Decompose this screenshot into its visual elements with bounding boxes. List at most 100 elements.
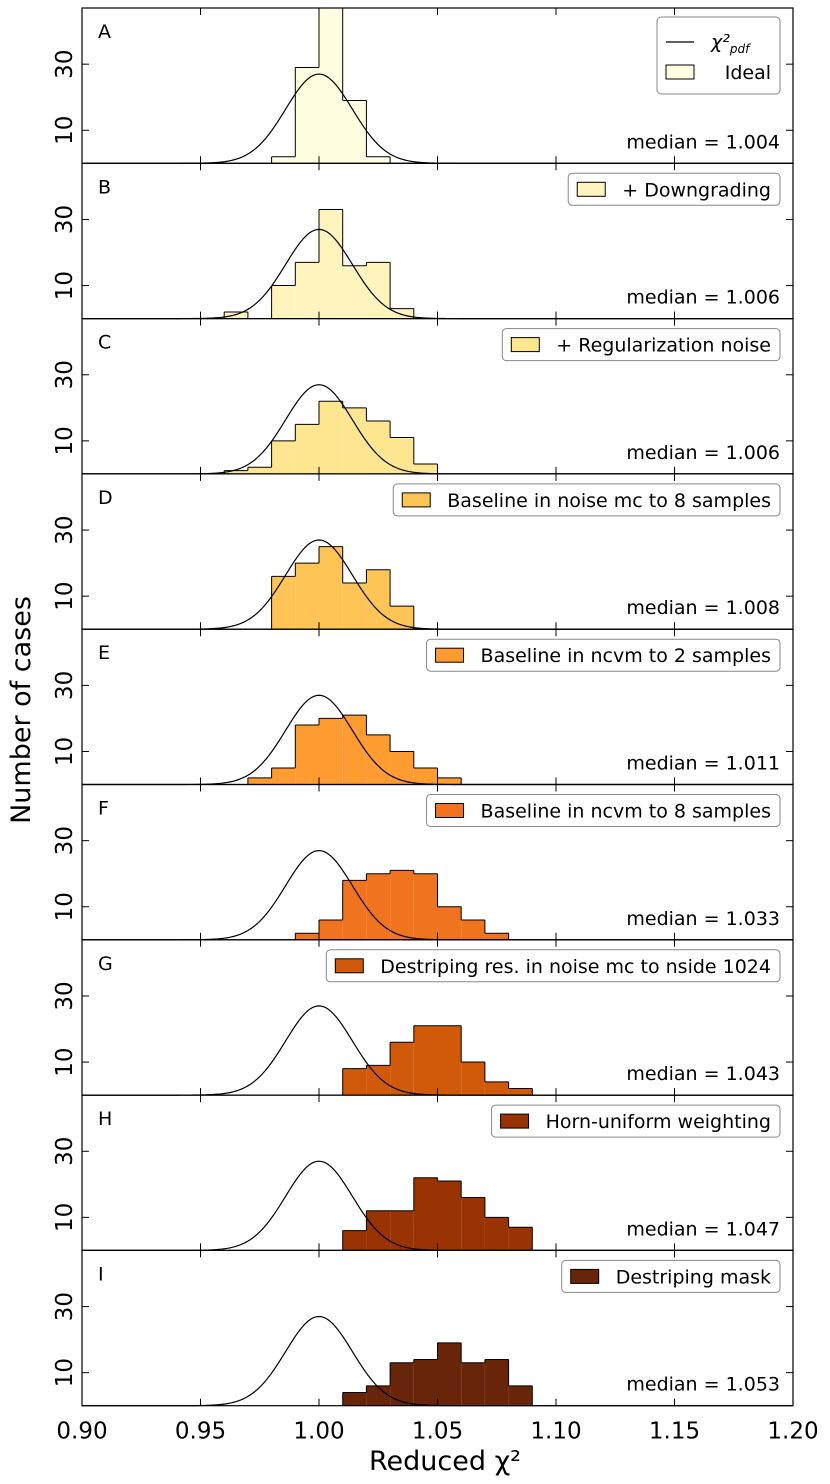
legend-box — [561, 1259, 781, 1293]
y-tick-label: 30 — [52, 1137, 78, 1166]
x-axis-label: Reduced χ² — [369, 1446, 521, 1477]
legend: Destriping res. in noise mc to nside 102… — [325, 949, 781, 983]
legend-curve-subscript: pdf — [729, 42, 751, 56]
hist-bar — [342, 1068, 367, 1096]
hist-bar — [319, 546, 343, 630]
legend-swatch — [665, 64, 695, 80]
hist-bar — [390, 308, 414, 319]
hist-bar — [295, 725, 319, 785]
median-label: median = 1.006 — [626, 442, 780, 464]
hist-bar — [390, 1362, 414, 1406]
y-tick-label: 30 — [52, 205, 78, 234]
legend-swatch — [435, 647, 465, 663]
legend-box — [567, 172, 781, 206]
median-label: median = 1.004 — [626, 131, 780, 153]
hist-bar — [390, 751, 414, 785]
x-tick-label: 1.10 — [530, 1419, 581, 1445]
legend: Destriping mask — [561, 1259, 781, 1293]
y-tick-label: 10 — [52, 426, 78, 455]
hist-bar — [484, 933, 509, 940]
hist-bar — [366, 421, 391, 474]
hist-bar — [319, 919, 343, 940]
hist-bar — [413, 1359, 438, 1406]
legend-box — [501, 328, 781, 362]
hist-bar — [413, 1177, 438, 1251]
y-tick-label: 10 — [52, 1358, 78, 1387]
legend-label: + Downgrading — [622, 179, 771, 201]
hist-outline — [271, 546, 415, 630]
hist-bar — [295, 933, 319, 940]
legend-label: Ideal — [725, 62, 771, 84]
panel-letter: I — [98, 1263, 104, 1285]
hist-bar — [342, 1230, 367, 1251]
y-tick-label: 30 — [52, 671, 78, 700]
legend-swatch — [576, 181, 606, 197]
legend-label: + Regularization noise — [556, 335, 771, 357]
hist-bar — [484, 1217, 509, 1251]
y-tick-label: 10 — [52, 116, 78, 145]
legend-swatch — [435, 803, 465, 818]
hist-outline — [342, 1025, 533, 1096]
hist-bar — [461, 1197, 485, 1251]
legend-label: Destriping res. in noise mc to nside 102… — [380, 956, 771, 978]
legend: + Regularization noise — [501, 328, 781, 362]
hist-bar — [271, 285, 296, 319]
hist-bar — [342, 582, 367, 630]
hist-bar — [413, 463, 438, 474]
legend: Baseline in ncvm to 2 samples — [426, 638, 781, 672]
hist-bar — [437, 777, 462, 785]
hist-bar — [319, 209, 343, 319]
hist-outline — [342, 1177, 533, 1251]
hist-bar — [484, 1359, 509, 1406]
legend-label: Horn-uniform weighting — [546, 1111, 771, 1133]
panel-letter: E — [98, 642, 110, 664]
legend: Baseline in ncvm to 8 samples — [426, 794, 781, 827]
hist-bar — [366, 1385, 391, 1406]
y-tick-label: 30 — [52, 360, 78, 389]
hist-bar — [437, 906, 462, 940]
legend-swatch — [570, 1268, 600, 1284]
legend-label: Baseline in noise mc to 8 samples — [447, 490, 771, 512]
hist-bar — [366, 734, 391, 785]
hist-bar — [342, 715, 367, 785]
hist-bar — [461, 919, 485, 940]
hist-bar — [342, 880, 367, 940]
hist-bar — [271, 576, 296, 630]
median-label: median = 1.008 — [626, 597, 780, 619]
x-axis: 0.90 0.95 1.00 1.05 1.10 1.15 1.20 — [56, 1419, 818, 1445]
hist-outline — [294, 869, 510, 940]
hist-bar — [437, 1181, 462, 1251]
hist-bar — [484, 1081, 509, 1096]
y-tick-label: 30 — [52, 981, 78, 1010]
y-axis-label: Number of cases — [6, 596, 37, 824]
hist-bar — [366, 569, 391, 630]
hist-bar — [508, 1088, 533, 1096]
x-tick-label: 0.95 — [175, 1419, 226, 1445]
y-tick-label: 10 — [52, 737, 78, 766]
median-label: median = 1.043 — [626, 1063, 780, 1085]
hist-bar — [342, 265, 367, 319]
legend-label: Destriping mask — [616, 1266, 771, 1288]
legend: Baseline in noise mc to 8 samples — [392, 483, 781, 517]
hist-bar — [366, 873, 391, 940]
hist-bar — [413, 873, 438, 940]
legend-swatch — [510, 337, 540, 353]
hist-outline — [271, 7, 391, 164]
hist-bar — [295, 424, 319, 474]
hist-bar — [271, 767, 296, 785]
legend-box — [392, 483, 781, 517]
x-tick-label: 0.90 — [56, 1419, 107, 1445]
legend-label: Baseline in ncvm to 2 samples — [481, 645, 771, 667]
hist-bar — [413, 1025, 438, 1096]
hist-bar — [295, 262, 319, 319]
hist-bar — [366, 156, 391, 164]
hist-outline — [342, 1342, 533, 1406]
hist-bar — [461, 1062, 485, 1096]
legend-swatch — [401, 492, 431, 508]
